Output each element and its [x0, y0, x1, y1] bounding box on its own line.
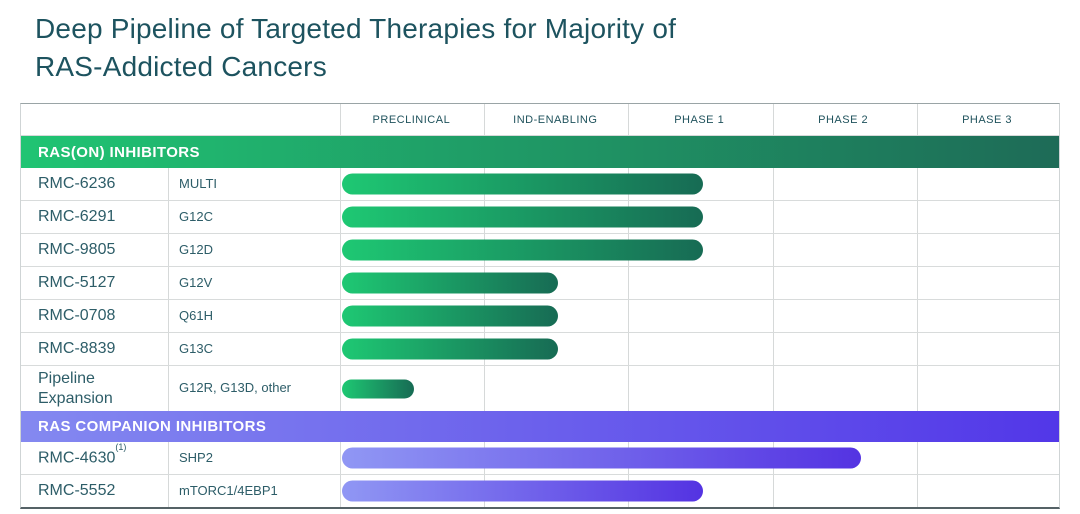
table-row: RMC-6236 MULTI: [21, 168, 1059, 201]
table-row: RMC-9805 G12D: [21, 234, 1059, 267]
table-row: RMC-5552 mTORC1/4EBP1: [21, 475, 1059, 507]
program-name: RMC-0708: [38, 307, 116, 324]
program-target: Q61H: [179, 307, 213, 323]
page-title-line1: Deep Pipeline of Targeted Therapies for …: [35, 13, 677, 44]
program-target: G13C: [179, 340, 213, 356]
progress-bar: [342, 272, 558, 294]
header-spacer: [21, 104, 339, 135]
progress-bar: [342, 480, 703, 502]
stage-area: [340, 442, 1059, 474]
progress-bar: [342, 338, 558, 360]
grid-line: [773, 104, 774, 507]
stage-area: [340, 201, 1059, 233]
section-header-ras-on-inhibitors: RAS(ON) INHIBITORS: [21, 136, 1059, 168]
stage-area: [340, 300, 1059, 332]
program-target: G12V: [179, 274, 213, 290]
grid-line: [168, 136, 169, 507]
table-row: RMC-5127 G12V: [21, 267, 1059, 300]
program-name: RMC-6291: [38, 208, 116, 225]
stage-area: [340, 168, 1059, 200]
program-name: RMC-4630(1): [38, 441, 127, 467]
grid-line: [628, 104, 629, 507]
table-row: RMC-4630(1) SHP2: [21, 442, 1059, 475]
program-target: G12R, G13D, other: [179, 380, 291, 396]
column-header-ind-enabling: IND-ENABLING: [513, 113, 598, 126]
table-row: Pipeline Expansion G12R, G13D, other: [21, 366, 1059, 411]
stage-area: [340, 366, 1059, 411]
section-header-label: RAS COMPANION INHIBITORS: [38, 418, 267, 435]
page-title-line2: RAS-Addicted Cancers: [35, 51, 327, 82]
table-row: RMC-0708 Q61H: [21, 300, 1059, 333]
progress-bar: [342, 206, 703, 228]
program-target: G12D: [179, 241, 213, 257]
stage-area: [340, 234, 1059, 266]
program-target: MULTI: [179, 175, 218, 191]
progress-bar: [342, 239, 703, 261]
table-row: RMC-6291 G12C: [21, 201, 1059, 234]
program-name: RMC-5127: [38, 274, 116, 291]
column-header-phase3: PHASE 3: [962, 113, 1013, 126]
program-name: RMC-6236: [38, 175, 116, 192]
section-header-ras-companion-inhibitors: RAS COMPANION INHIBITORS: [21, 411, 1059, 442]
program-name: RMC-8839: [38, 340, 116, 357]
grid-line: [917, 104, 918, 507]
progress-bar: [342, 305, 558, 327]
column-header-phase2: PHASE 2: [818, 113, 869, 126]
progress-bar: [342, 173, 703, 195]
stage-area: [340, 475, 1059, 507]
pipeline-table: PRECLINICAL IND-ENABLING PHASE 1 PHASE 2…: [20, 103, 1060, 509]
stage-area: [340, 267, 1059, 299]
program-name: RMC-9805: [38, 241, 116, 258]
stage-area: [340, 333, 1059, 365]
grid-line: [340, 104, 341, 507]
program-target: G12C: [179, 208, 213, 224]
program-target: mTORC1/4EBP1: [179, 482, 278, 498]
footnote-marker: (1): [115, 441, 127, 452]
progress-bar: [342, 447, 861, 469]
program-name: RMC-5552: [38, 482, 116, 499]
column-header-phase1: PHASE 1: [674, 113, 725, 126]
page-title: Deep Pipeline of Targeted Therapies for …: [35, 10, 676, 86]
column-header-preclinical: PRECLINICAL: [372, 113, 451, 126]
table-row: RMC-8839 G13C: [21, 333, 1059, 366]
progress-bar: [342, 379, 414, 398]
program-name: Pipeline Expansion: [38, 369, 113, 407]
section-header-label: RAS(ON) INHIBITORS: [38, 143, 200, 161]
column-header-row: PRECLINICAL IND-ENABLING PHASE 1 PHASE 2…: [21, 104, 1059, 136]
program-target: SHP2: [179, 449, 213, 465]
